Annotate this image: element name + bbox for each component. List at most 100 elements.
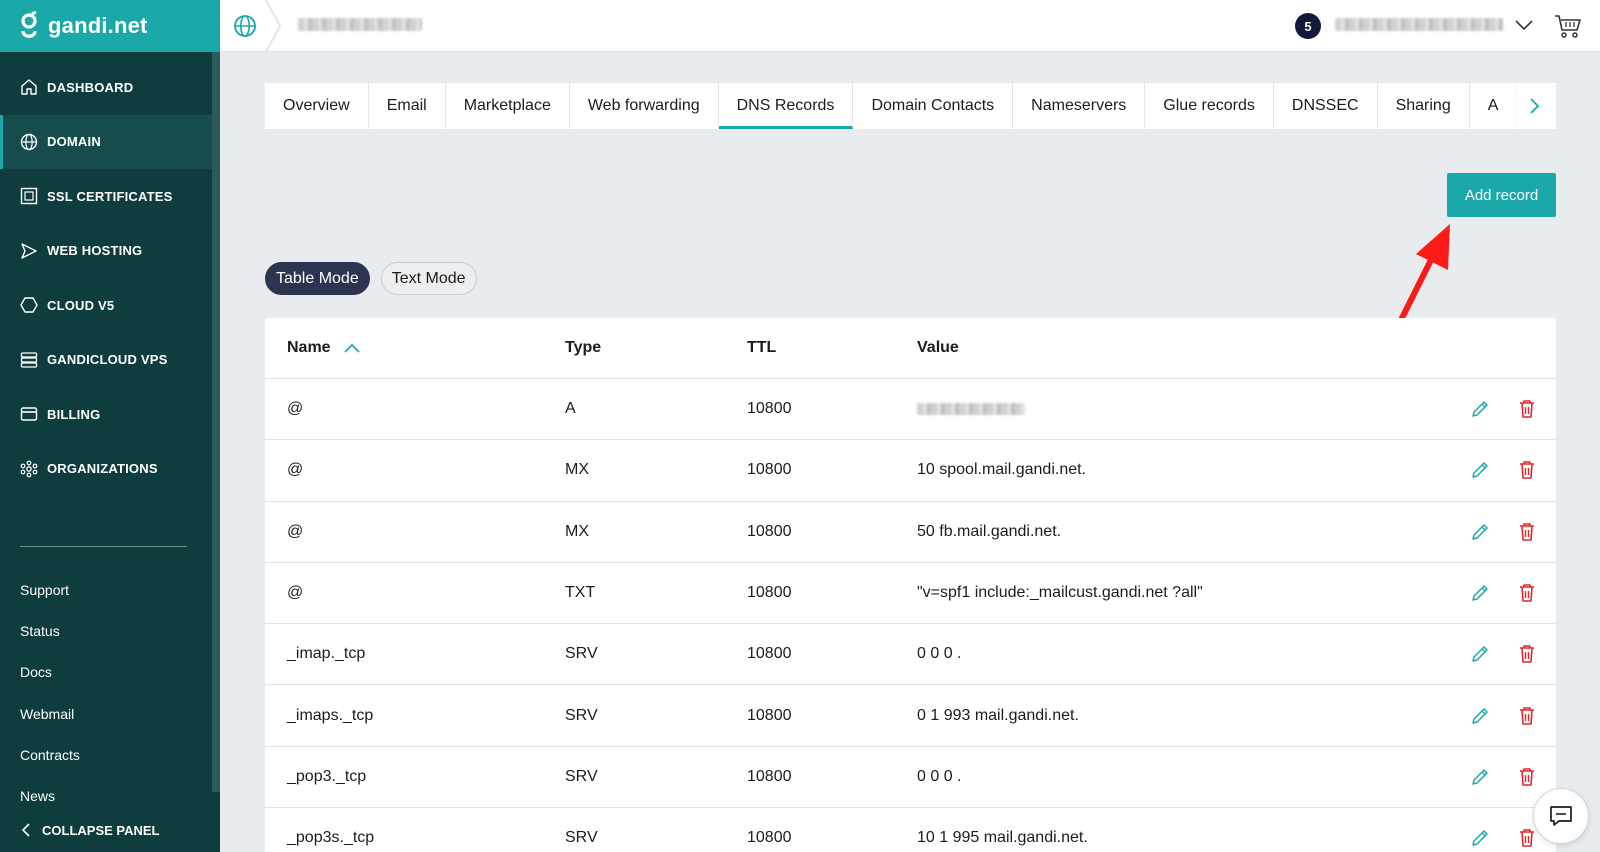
sidebar-item-billing[interactable]: BILLING	[0, 387, 220, 442]
link-contracts[interactable]: Contracts	[20, 746, 80, 763]
record-value: 10 1 995 mail.gandi.net.	[917, 829, 1088, 847]
edit-pencil-icon[interactable]	[1470, 828, 1490, 848]
account-name-redacted[interactable]	[1335, 18, 1503, 31]
sort-ascending-icon	[343, 343, 360, 353]
sidebar-scrollbar[interactable]	[212, 52, 220, 792]
tab-domain-contacts[interactable]: Domain Contacts	[853, 83, 1014, 129]
tabs-scroll-right[interactable]	[1512, 83, 1556, 129]
link-status[interactable]: Status	[20, 622, 60, 639]
hexagon-icon	[20, 297, 38, 313]
delete-trash-icon[interactable]	[1518, 522, 1536, 542]
link-news[interactable]: News	[20, 788, 56, 805]
table-row: _pop3._tcp SRV 10800 0 0 0 .	[265, 747, 1556, 809]
text-mode-button[interactable]: Text Mode	[380, 262, 477, 295]
record-type: MX	[565, 522, 589, 540]
sidebar-item-label: WEB HOSTING	[47, 243, 143, 259]
record-ttl: 10800	[747, 400, 792, 418]
logo[interactable]: gandi.net	[0, 0, 220, 52]
chat-support-button[interactable]	[1533, 788, 1589, 844]
column-header-ttl[interactable]: TTL	[747, 339, 777, 356]
sidebar-item-dashboard[interactable]: DASHBOARD	[0, 60, 220, 115]
record-value: "v=spf1 include:_mailcust.gandi.net ?all…	[917, 584, 1203, 602]
edit-pencil-icon[interactable]	[1470, 767, 1490, 787]
column-header-name[interactable]: Name	[287, 339, 361, 357]
sidebar-item-ssl-certificates[interactable]: SSL CERTIFICATES	[0, 169, 220, 224]
collapse-panel-label: COLLAPSE PANEL	[42, 822, 160, 838]
sidebar-item-label: DASHBOARD	[47, 79, 134, 95]
breadcrumb-separator-icon	[265, 0, 282, 52]
record-type: SRV	[565, 645, 598, 663]
tab-email[interactable]: Email	[369, 83, 446, 129]
send-icon	[21, 243, 37, 259]
certificate-icon	[20, 188, 38, 205]
tab-web-forwarding[interactable]: Web forwarding	[570, 83, 719, 129]
record-name: @	[287, 522, 304, 540]
collapse-panel-button[interactable]: COLLAPSE PANEL	[20, 822, 160, 838]
notification-badge[interactable]: 5	[1295, 13, 1321, 39]
tab-dns-records[interactable]: DNS Records	[718, 83, 854, 129]
sidebar-item-domain[interactable]: DOMAIN	[0, 114, 220, 169]
edit-pencil-icon[interactable]	[1470, 644, 1490, 664]
tab-marketplace[interactable]: Marketplace	[446, 83, 570, 129]
delete-trash-icon[interactable]	[1518, 399, 1536, 419]
delete-trash-icon[interactable]	[1518, 706, 1536, 726]
sidebar-item-label: DOMAIN	[47, 134, 101, 150]
record-name: _pop3s._tcp	[287, 829, 375, 847]
sidebar-nav: DASHBOARD DOMAIN SSL CERTIFICATES WEB HO…	[0, 60, 220, 496]
add-record-button[interactable]: Add record	[1447, 173, 1556, 217]
record-type: MX	[565, 461, 589, 479]
record-ttl: 10800	[747, 829, 792, 847]
sidebar-item-gandicloud-vps[interactable]: GANDICLOUD VPS	[0, 333, 220, 388]
table-mode-button[interactable]: Table Mode	[265, 262, 370, 295]
tab-sharing[interactable]: Sharing	[1378, 83, 1470, 129]
link-support[interactable]: Support	[20, 581, 70, 598]
server-stack-icon	[20, 352, 38, 368]
network-icon	[20, 460, 38, 478]
table-row: @ TXT 10800 "v=spf1 include:_mailcust.ga…	[265, 563, 1556, 625]
sidebar-item-label: BILLING	[47, 406, 101, 422]
sidebar-item-label: CLOUD V5	[47, 297, 115, 313]
edit-pencil-icon[interactable]	[1470, 583, 1490, 603]
domain-tabs: Overview Email Marketplace Web forwardin…	[265, 83, 1556, 129]
domain-name-redacted	[298, 18, 422, 31]
sidebar-item-cloud-v5[interactable]: CLOUD V5	[0, 278, 220, 333]
edit-pencil-icon[interactable]	[1470, 460, 1490, 480]
record-type: A	[565, 400, 576, 418]
delete-trash-icon[interactable]	[1518, 644, 1536, 664]
table-row: _imaps._tcp SRV 10800 0 1 993 mail.gandi…	[265, 685, 1556, 747]
tab-glue-records[interactable]: Glue records	[1145, 83, 1274, 129]
record-type: TXT	[565, 584, 596, 602]
record-type: SRV	[565, 767, 598, 785]
sidebar-item-label: GANDICLOUD VPS	[47, 352, 168, 368]
column-header-value[interactable]: Value	[917, 339, 959, 356]
sidebar-item-label: ORGANIZATIONS	[47, 461, 158, 477]
dns-records-table: Name Type TTL Value @ A 10800 @ MX 10800…	[265, 318, 1556, 852]
domain-globe[interactable]	[220, 0, 270, 52]
sidebar-item-web-hosting[interactable]: WEB HOSTING	[0, 224, 220, 279]
record-ttl: 10800	[747, 767, 792, 785]
home-icon	[21, 79, 37, 95]
record-name: @	[287, 584, 304, 602]
delete-trash-icon[interactable]	[1518, 460, 1536, 480]
delete-trash-icon[interactable]	[1518, 583, 1536, 603]
table-row: @ A 10800	[265, 379, 1556, 441]
credit-card-icon	[20, 407, 38, 421]
table-row: @ MX 10800 50 fb.mail.gandi.net.	[265, 502, 1556, 563]
cart-icon[interactable]	[1554, 13, 1582, 39]
edit-pencil-icon[interactable]	[1470, 399, 1490, 419]
delete-trash-icon[interactable]	[1518, 828, 1536, 848]
edit-pencil-icon[interactable]	[1470, 706, 1490, 726]
tab-dnssec[interactable]: DNSSEC	[1274, 83, 1378, 129]
tab-truncated[interactable]: A	[1470, 83, 1518, 129]
edit-pencil-icon[interactable]	[1470, 522, 1490, 542]
tab-overview[interactable]: Overview	[265, 83, 369, 129]
delete-trash-icon[interactable]	[1518, 767, 1536, 787]
link-docs[interactable]: Docs	[20, 664, 52, 681]
sidebar-item-organizations[interactable]: ORGANIZATIONS	[0, 442, 220, 497]
chevron-down-icon[interactable]	[1514, 16, 1534, 34]
gandi-logo-icon	[21, 11, 37, 38]
sidebar-divider	[20, 546, 187, 547]
link-webmail[interactable]: Webmail	[20, 705, 75, 722]
column-header-type[interactable]: Type	[565, 339, 602, 356]
tab-nameservers[interactable]: Nameservers	[1013, 83, 1146, 129]
